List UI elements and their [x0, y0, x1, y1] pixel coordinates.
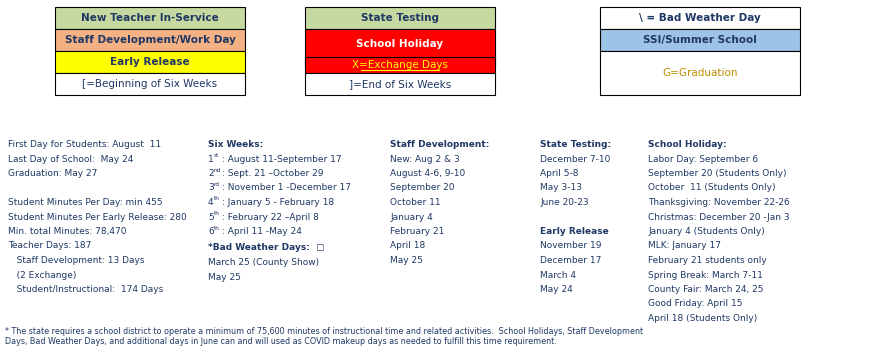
Text: February 21 students only: February 21 students only	[648, 256, 767, 265]
Text: May 25: May 25	[390, 256, 423, 265]
Text: March 4: March 4	[540, 270, 576, 279]
Text: Staff Development:: Staff Development:	[390, 140, 489, 149]
Text: 3: 3	[208, 184, 214, 193]
Text: : January 5 - February 18: : January 5 - February 18	[222, 198, 333, 207]
Text: State Testing:: State Testing:	[540, 140, 611, 149]
Text: New: Aug 2 & 3: New: Aug 2 & 3	[390, 155, 460, 164]
Text: Student/Instructional:  174 Days: Student/Instructional: 174 Days	[8, 285, 164, 294]
Text: ]=End of Six Weeks: ]=End of Six Weeks	[349, 79, 451, 89]
Text: August 4-6, 9-10: August 4-6, 9-10	[390, 169, 465, 178]
Text: First Day for Students: August  11: First Day for Students: August 11	[8, 140, 161, 149]
Text: MLK: January 17: MLK: January 17	[648, 241, 721, 251]
Text: Labor Day: September 6: Labor Day: September 6	[648, 155, 758, 164]
FancyBboxPatch shape	[55, 7, 245, 29]
Text: nd: nd	[214, 168, 221, 173]
Text: Teacher Days: 187: Teacher Days: 187	[8, 241, 91, 251]
Text: Christmas: December 20 -Jan 3: Christmas: December 20 -Jan 3	[648, 212, 789, 222]
Text: June 20-23: June 20-23	[540, 198, 588, 207]
Text: rd: rd	[214, 182, 220, 187]
Text: : February 22 –April 8: : February 22 –April 8	[222, 212, 318, 222]
Text: 1: 1	[208, 155, 214, 164]
Text: September 20: September 20	[390, 184, 454, 193]
Text: Student Minutes Per Day: min 455: Student Minutes Per Day: min 455	[8, 198, 163, 207]
Text: February 21: February 21	[390, 227, 444, 236]
FancyBboxPatch shape	[55, 73, 245, 95]
Text: \ = Bad Weather Day: \ = Bad Weather Day	[639, 13, 761, 23]
Text: th: th	[214, 226, 219, 231]
Text: Student Minutes Per Early Release: 280: Student Minutes Per Early Release: 280	[8, 212, 187, 222]
Text: SSI/Summer School: SSI/Summer School	[643, 35, 757, 45]
Text: th: th	[214, 211, 219, 216]
FancyBboxPatch shape	[305, 29, 495, 67]
Text: May 24: May 24	[540, 285, 573, 294]
Text: Graduation: May 27: Graduation: May 27	[8, 169, 97, 178]
Text: September 20 (Students Only): September 20 (Students Only)	[648, 169, 787, 178]
Text: 2: 2	[208, 169, 214, 178]
Text: State Testing: State Testing	[361, 13, 439, 23]
Text: April 18: April 18	[390, 241, 426, 251]
Text: (2 Exchange): (2 Exchange)	[8, 270, 76, 279]
Text: Six Weeks:: Six Weeks:	[208, 140, 263, 149]
Text: 4: 4	[208, 198, 214, 207]
Text: X=Exchange Days: X=Exchange Days	[352, 60, 448, 70]
Text: Min. total Minutes: 78,470: Min. total Minutes: 78,470	[8, 227, 126, 236]
Text: March 25 (County Show): March 25 (County Show)	[208, 258, 319, 267]
Text: Thanksgiving: November 22-26: Thanksgiving: November 22-26	[648, 198, 789, 207]
Text: Early Release: Early Release	[540, 227, 609, 236]
Text: May 25: May 25	[208, 273, 240, 282]
Text: April 5-8: April 5-8	[540, 169, 578, 178]
Text: December 17: December 17	[540, 256, 602, 265]
Text: th: th	[214, 197, 219, 202]
Text: Last Day of School:  May 24: Last Day of School: May 24	[8, 155, 133, 164]
Text: : April 11 -May 24: : April 11 -May 24	[222, 227, 301, 236]
Text: December 7-10: December 7-10	[540, 155, 611, 164]
FancyBboxPatch shape	[600, 29, 800, 51]
Text: May 3-13: May 3-13	[540, 184, 582, 193]
Text: G=Graduation: G=Graduation	[662, 68, 738, 78]
Text: New Teacher In-Service: New Teacher In-Service	[81, 13, 219, 23]
FancyBboxPatch shape	[55, 29, 245, 51]
Text: Good Friday: April 15: Good Friday: April 15	[648, 299, 743, 308]
Text: : November 1 -December 17: : November 1 -December 17	[222, 184, 350, 193]
FancyBboxPatch shape	[305, 57, 495, 73]
Text: January 4 (Students Only): January 4 (Students Only)	[648, 227, 764, 236]
Text: October 11: October 11	[390, 198, 441, 207]
Text: Staff Development: 13 Days: Staff Development: 13 Days	[8, 256, 145, 265]
Text: 5: 5	[208, 212, 214, 222]
FancyBboxPatch shape	[600, 51, 800, 95]
Text: Spring Break: March 7-11: Spring Break: March 7-11	[648, 270, 763, 279]
FancyBboxPatch shape	[305, 73, 495, 95]
FancyBboxPatch shape	[305, 7, 495, 29]
Text: County Fair: March 24, 25: County Fair: March 24, 25	[648, 285, 763, 294]
Text: November 19: November 19	[540, 241, 602, 251]
Text: : August 11-September 17: : August 11-September 17	[222, 155, 342, 164]
Text: st: st	[214, 153, 219, 158]
Text: [=Beginning of Six Weeks: [=Beginning of Six Weeks	[82, 79, 217, 89]
Text: April 18 (Students Only): April 18 (Students Only)	[648, 314, 757, 323]
Text: School Holiday:: School Holiday:	[648, 140, 727, 149]
FancyBboxPatch shape	[600, 7, 800, 29]
Text: October  11 (Students Only): October 11 (Students Only)	[648, 184, 775, 193]
FancyBboxPatch shape	[55, 51, 245, 73]
Text: Staff Development/Work Day: Staff Development/Work Day	[64, 35, 235, 45]
Text: *Bad Weather Days:  ▢: *Bad Weather Days: ▢	[208, 244, 325, 253]
Text: January 4: January 4	[390, 212, 433, 222]
Text: : Sept. 21 –October 29: : Sept. 21 –October 29	[222, 169, 323, 178]
Text: School Holiday: School Holiday	[357, 39, 443, 49]
Text: Early Release: Early Release	[110, 57, 190, 67]
Text: * The state requires a school district to operate a minimum of 75,600 minutes of: * The state requires a school district t…	[5, 327, 643, 346]
Text: 6: 6	[208, 227, 214, 236]
